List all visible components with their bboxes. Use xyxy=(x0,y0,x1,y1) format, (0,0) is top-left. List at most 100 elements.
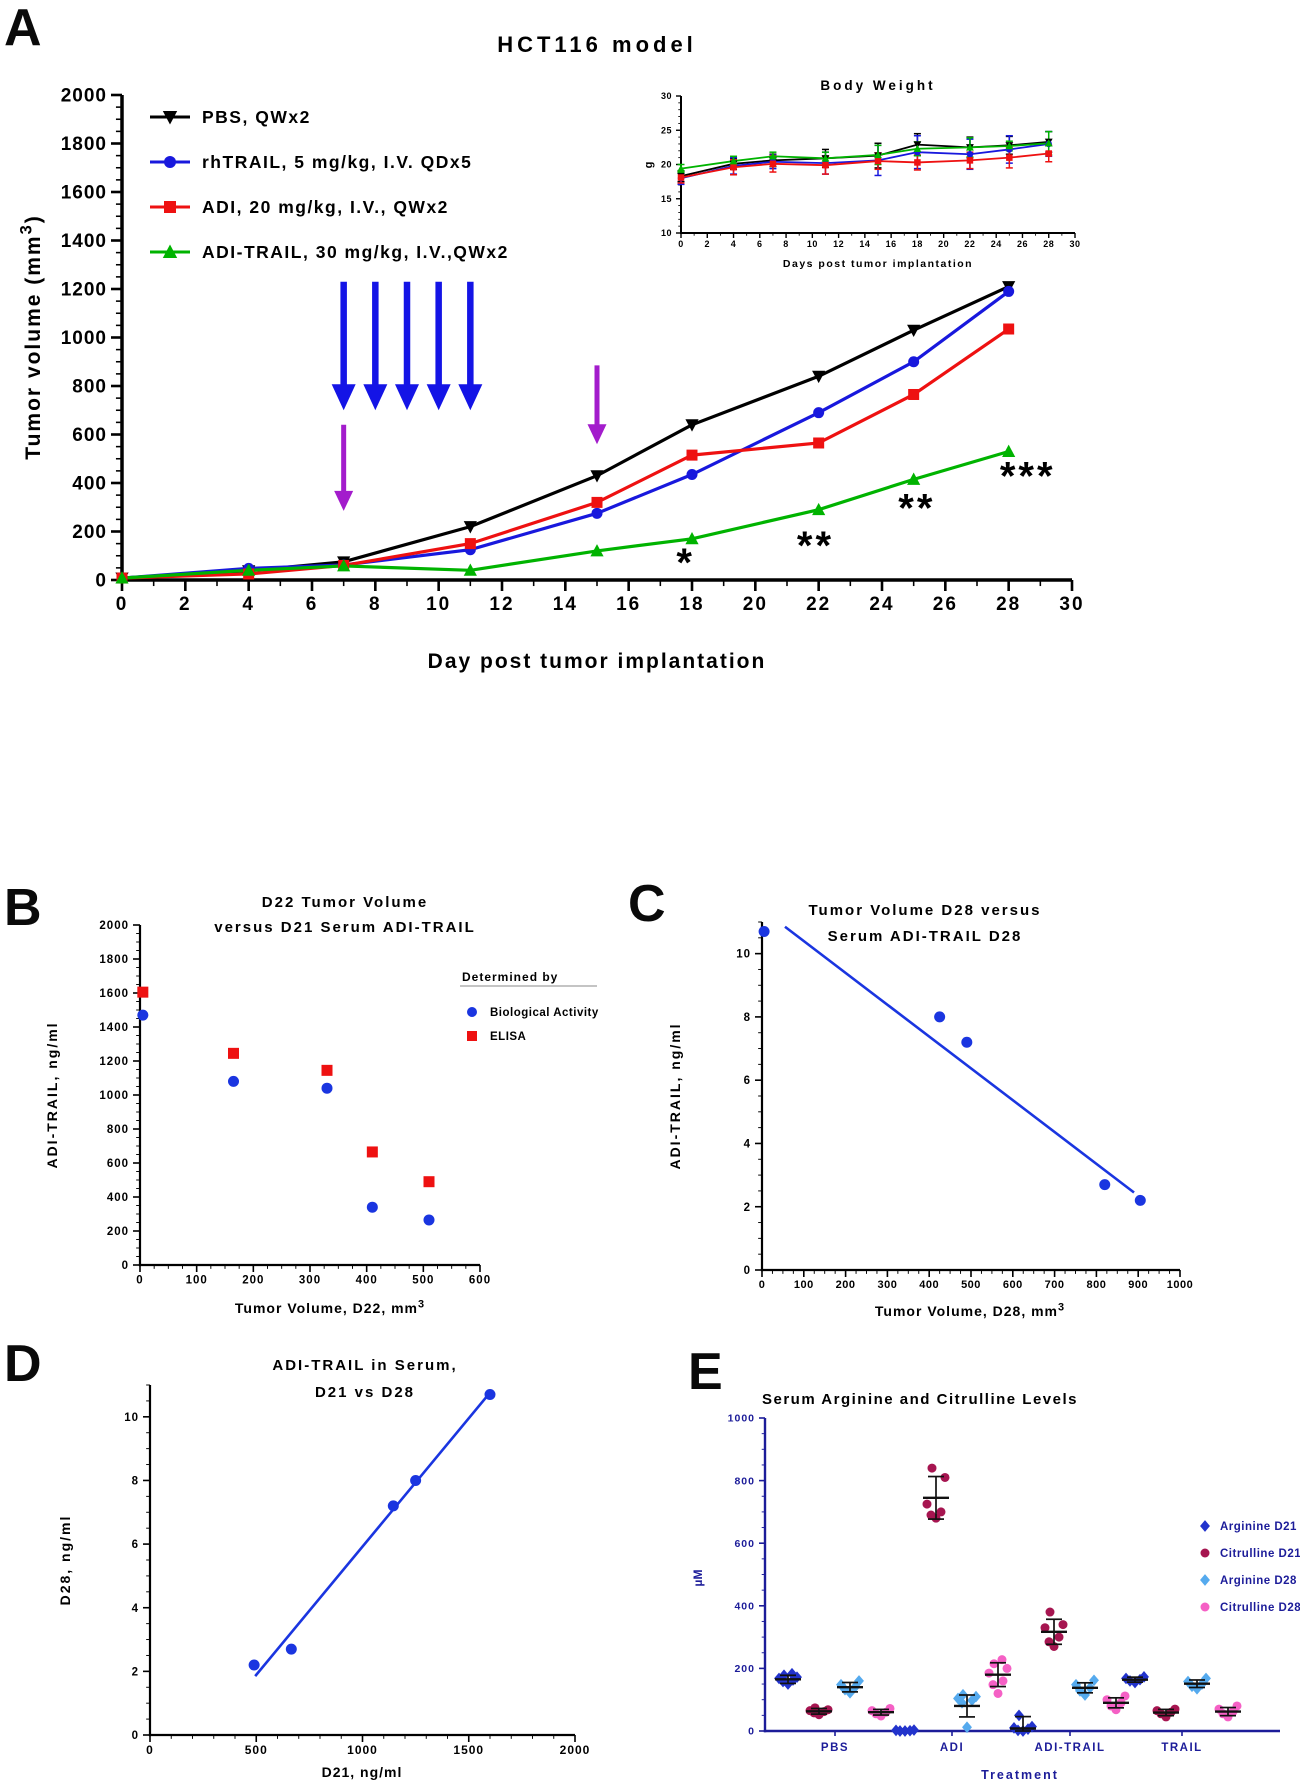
chart-legend: PBS, QWx2 rhTRAIL, 5 mg/kg, I.V. QDx5 ADI,… xyxy=(150,107,509,262)
svg-text:700: 700 xyxy=(1045,1279,1065,1291)
svg-text:300: 300 xyxy=(299,1275,321,1287)
legend-title: Determined by xyxy=(462,970,558,984)
svg-text:200: 200 xyxy=(242,1275,264,1287)
svg-text:400: 400 xyxy=(72,474,107,495)
serumcorr-content: 0 2 4 6 8 10 0 500 1000 1500 2000 ADI-TRAIL in Seru… xyxy=(57,1357,591,1780)
svg-text:22: 22 xyxy=(806,594,831,615)
aminoacids-xlabel: Treatment xyxy=(981,1768,1059,1782)
svg-text:30: 30 xyxy=(1069,239,1080,249)
svg-text:100: 100 xyxy=(794,1279,814,1291)
svg-text:14: 14 xyxy=(553,594,578,615)
tumor-title: HCT116 model xyxy=(497,32,697,57)
significance-marker: *** xyxy=(1000,455,1056,499)
d22-content: 0 200 400 600 800 1000 1200 1400 1600 1800 2000 0 10… xyxy=(44,894,599,1316)
svg-text:1600: 1600 xyxy=(99,988,129,1000)
svg-text:18: 18 xyxy=(912,239,923,249)
legend-label: ADI, 20 mg/kg, I.V., QWx2 xyxy=(202,197,449,217)
svg-text:0: 0 xyxy=(759,1279,766,1291)
svg-text:0: 0 xyxy=(748,1726,755,1738)
svg-text:4: 4 xyxy=(731,239,737,249)
svg-text:20: 20 xyxy=(938,239,949,249)
svg-text:1000: 1000 xyxy=(1167,1279,1193,1291)
svg-text:1400: 1400 xyxy=(61,231,107,252)
legend-label: Biological Activity xyxy=(490,1007,599,1019)
svg-text:8: 8 xyxy=(369,594,382,615)
category-label: PBS xyxy=(821,1742,849,1754)
svg-text:2000: 2000 xyxy=(560,1743,591,1757)
svg-text:6: 6 xyxy=(306,594,319,615)
panel-label-b: B xyxy=(4,879,42,937)
significance-marker: * xyxy=(676,541,695,585)
svg-text:600: 600 xyxy=(72,425,107,446)
bodyweight-xlabel: Days post tumor implantation xyxy=(783,258,973,270)
svg-text:30: 30 xyxy=(661,91,672,101)
svg-text:15: 15 xyxy=(661,194,672,204)
svg-text:0: 0 xyxy=(95,571,107,592)
category-label: TRAIL xyxy=(1161,1742,1202,1754)
svg-text:0: 0 xyxy=(146,1743,154,1757)
svg-text:18: 18 xyxy=(679,594,704,615)
serumcorr-title: ADI-TRAIL in Serum, xyxy=(272,1357,457,1374)
svg-text:16: 16 xyxy=(616,594,641,615)
svg-text:10: 10 xyxy=(426,594,451,615)
svg-text:500: 500 xyxy=(245,1743,268,1757)
svg-text:0: 0 xyxy=(136,1275,143,1287)
svg-text:1200: 1200 xyxy=(61,280,107,301)
legend-label: Citrulline D28 xyxy=(1220,1602,1300,1614)
svg-text:25: 25 xyxy=(661,125,672,135)
tumor-ylabel: Tumor volume (mm3) xyxy=(18,214,45,459)
legend-label: PBS, QWx2 xyxy=(202,107,311,127)
d28corr-title: Tumor Volume D28 versus xyxy=(808,902,1041,919)
svg-text:12: 12 xyxy=(489,594,514,615)
svg-text:200: 200 xyxy=(836,1279,856,1291)
svg-text:400: 400 xyxy=(107,1192,129,1204)
legend-label: Arginine D21 xyxy=(1220,1521,1297,1533)
svg-text:1000: 1000 xyxy=(61,328,107,349)
svg-text:22: 22 xyxy=(964,239,975,249)
svg-text:600: 600 xyxy=(734,1538,755,1550)
d22-title: versus D21 Serum ADI-TRAIL xyxy=(214,919,476,936)
svg-text:10: 10 xyxy=(807,239,818,249)
d22-xlabel: Tumor Volume, D22, mm3 xyxy=(235,1298,425,1316)
svg-text:4: 4 xyxy=(132,1603,139,1615)
legend-label: rhTRAIL, 5 mg/kg, I.V. QDx5 xyxy=(202,152,472,172)
svg-text:1000: 1000 xyxy=(347,1743,378,1757)
d22-tumor-vs-serum-chart: 0 200 400 600 800 1000 1200 1400 1600 1800 2000 0 10… xyxy=(44,894,599,1316)
panel-label-e: E xyxy=(688,1343,723,1401)
panel-label-c: C xyxy=(628,875,666,933)
bodyweight-ylabel: g xyxy=(643,162,655,169)
category-label: ADI-TRAIL xyxy=(1035,1742,1106,1754)
aminoacids-ylabel: µM xyxy=(691,1570,705,1587)
svg-text:0: 0 xyxy=(678,239,684,249)
svg-text:30: 30 xyxy=(1059,594,1084,615)
svg-text:1800: 1800 xyxy=(99,954,129,966)
legend-label: ADI-TRAIL, 30 mg/kg, I.V.,QWx2 xyxy=(202,242,509,262)
svg-text:2: 2 xyxy=(705,239,711,249)
serumcorr-title: D21 vs D28 xyxy=(315,1384,415,1401)
svg-text:0: 0 xyxy=(744,1265,751,1277)
tumor-xlabel: Day post tumor implantation xyxy=(428,650,767,673)
svg-text:26: 26 xyxy=(933,594,958,615)
svg-text:4: 4 xyxy=(242,594,255,615)
significance-marker: ** xyxy=(797,524,834,568)
svg-text:1600: 1600 xyxy=(61,183,107,204)
svg-text:6: 6 xyxy=(132,1539,139,1551)
svg-text:1000: 1000 xyxy=(728,1413,755,1425)
legend-label: Arginine D28 xyxy=(1220,1575,1297,1587)
svg-text:1800: 1800 xyxy=(61,134,107,155)
svg-text:6: 6 xyxy=(757,239,763,249)
serumcorr-ylabel: D28, ng/ml xyxy=(57,1515,73,1606)
svg-text:800: 800 xyxy=(734,1475,755,1487)
svg-text:16: 16 xyxy=(886,239,897,249)
svg-text:400: 400 xyxy=(919,1279,939,1291)
svg-text:10: 10 xyxy=(736,949,751,961)
serum-d21-vs-d28-chart: 0 2 4 6 8 10 0 500 1000 1500 2000 ADI-TRAIL in Seru… xyxy=(57,1357,591,1780)
svg-text:1500: 1500 xyxy=(453,1743,484,1757)
svg-text:26: 26 xyxy=(1017,239,1028,249)
svg-text:800: 800 xyxy=(107,1124,129,1136)
